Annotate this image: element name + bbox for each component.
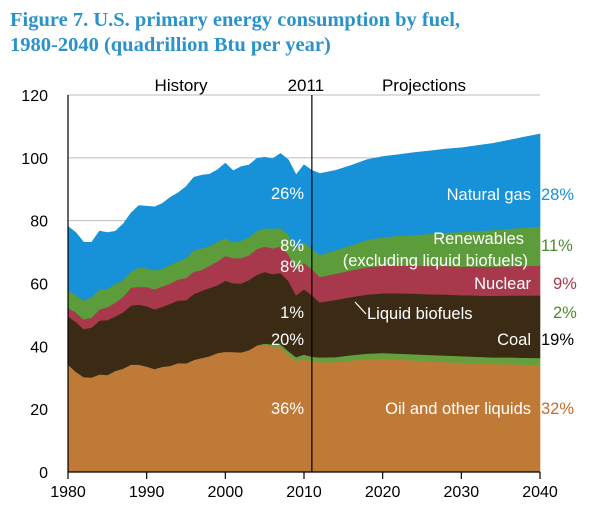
x-tick-label: 1990 — [129, 484, 165, 501]
y-tick-label: 60 — [30, 277, 48, 294]
x-tick-label: 2010 — [286, 484, 322, 501]
share-2040-oil: 32% — [541, 400, 574, 418]
share-2011-coal: 20% — [271, 331, 304, 349]
figure-title: Figure 7. U.S. primary energy consumptio… — [10, 8, 590, 58]
x-tick-label: 1980 — [50, 484, 86, 501]
figure-title-line-1: Figure 7. U.S. primary energy consumptio… — [10, 9, 461, 31]
area-natural-gas — [67, 133, 541, 301]
divider-year-label: 2011 — [288, 76, 325, 95]
y-tick-label: 40 — [30, 339, 48, 356]
share-2011-renewables: 8% — [280, 237, 304, 255]
history-label: History — [155, 76, 208, 95]
share-2011-oil: 36% — [271, 400, 304, 418]
liquid-biofuels-leader-line — [354, 301, 367, 315]
label-liquid-biofuels: Liquid biofuels — [367, 305, 473, 323]
label-nuclear: Nuclear — [474, 275, 531, 293]
share-2040-liquid-biofuels: 2% — [553, 304, 577, 322]
y-tick-label: 100 — [21, 151, 48, 168]
share-2040-natural-gas: 28% — [541, 186, 574, 204]
figure-title-line-2: 1980-2040 (quadrillion Btu per year) — [10, 34, 331, 56]
projections-label: Projections — [382, 76, 466, 95]
y-tick-label: 20 — [30, 402, 48, 419]
label-renewables-line-1: Renewables — [433, 230, 524, 248]
label-natural-gas: Natural gas — [447, 186, 531, 204]
x-tick-label: 2020 — [365, 484, 401, 501]
share-2011-natural-gas: 26% — [271, 185, 304, 203]
share-2011-nuclear: 8% — [280, 258, 304, 276]
stacked-areas — [67, 133, 541, 473]
label-coal: Coal — [497, 331, 531, 349]
share-2040-nuclear: 9% — [553, 275, 577, 293]
label-renewables-line-2: (excluding liquid biofuels) — [343, 252, 528, 270]
share-2040-renewables: 11% — [541, 237, 573, 255]
y-tick-label: 120 — [21, 88, 48, 105]
x-tick-label: 2000 — [208, 484, 244, 501]
share-2040-coal: 19% — [541, 331, 574, 349]
y-tick-label: 0 — [39, 465, 48, 482]
x-tick-label: 2040 — [522, 484, 558, 501]
share-2011-liquid-biofuels: 1% — [280, 304, 304, 322]
label-oil: Oil and other liquids — [385, 400, 531, 418]
y-tick-label: 80 — [30, 214, 48, 231]
series-labels: History 2011 Projections 26% 8% 8% 1% 20% 36% Nat… — [155, 76, 578, 418]
x-tick-label: 2030 — [444, 484, 480, 501]
